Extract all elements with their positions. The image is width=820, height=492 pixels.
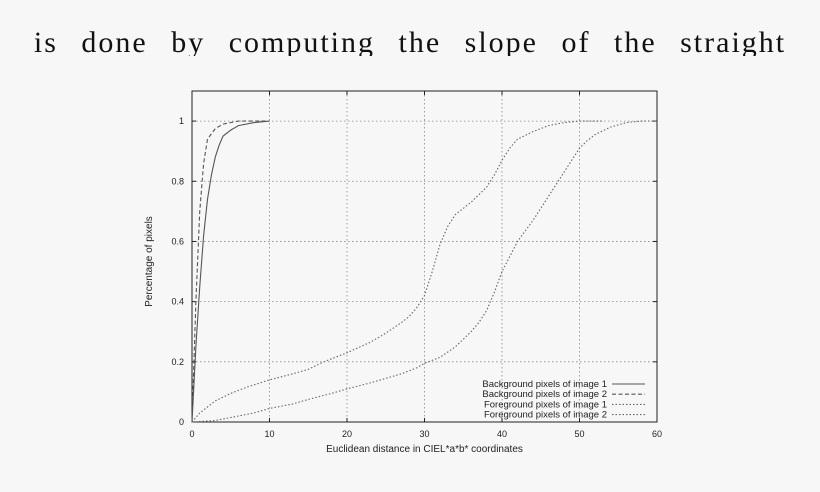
x-tick-label: 60 <box>652 429 662 439</box>
legend-label-1: Background pixels of image 1 <box>482 379 607 390</box>
y-tick-label: 0.2 <box>171 357 184 367</box>
tick-layer: 0 10 20 30 40 50 60 0 0.2 0.4 0.6 0.8 1 <box>171 91 662 439</box>
series-line-2 <box>191 120 270 423</box>
x-tick-label: 50 <box>574 429 584 439</box>
x-tick-label: 0 <box>189 429 194 439</box>
series-layer <box>191 120 657 423</box>
series-line-1 <box>191 120 270 423</box>
legend-label-2: Background pixels of image 2 <box>482 389 607 400</box>
legend-label-3: Foreground pixels of image 1 <box>484 399 607 410</box>
y-tick-label: 0 <box>179 417 184 427</box>
x-tick-label: 10 <box>264 429 274 439</box>
header-text: is done by computing the slope of the st… <box>33 26 787 56</box>
x-tick-label: 30 <box>419 429 429 439</box>
x-axis-label: Euclidean distance in CIEL*a*b* coordina… <box>326 444 523 455</box>
grid-layer <box>192 91 657 422</box>
y-tick-label: 0.8 <box>171 176 184 186</box>
series-line-3 <box>191 120 603 423</box>
y-axis-label: Percentage of pixels <box>144 216 155 307</box>
y-tick-label: 0.4 <box>171 297 184 307</box>
x-tick-label: 40 <box>497 429 507 439</box>
x-tick-label: 20 <box>342 429 352 439</box>
y-tick-label: 0.6 <box>171 236 184 246</box>
y-tick-label: 1 <box>179 116 184 126</box>
legend-label-4: Foreground pixels of image 2 <box>484 410 607 421</box>
